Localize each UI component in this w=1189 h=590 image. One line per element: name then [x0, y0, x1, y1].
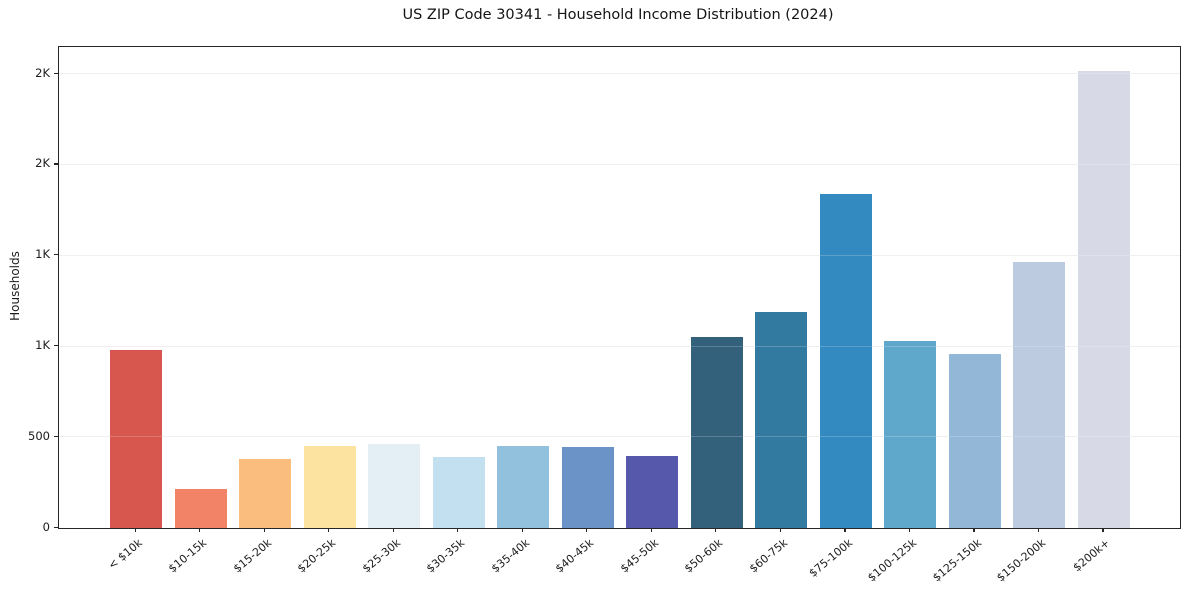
- x-tick-label: $40-45k: [553, 536, 597, 576]
- y-tick-label: 2K: [35, 156, 50, 171]
- y-tick-label: 500: [28, 428, 50, 443]
- x-tick-mark: [715, 528, 717, 532]
- plot-area: [58, 46, 1181, 529]
- gridline: [59, 254, 1180, 256]
- x-tick-label: $60-75k: [746, 536, 791, 576]
- x-tick-label: $45-50k: [617, 536, 661, 576]
- bar-10k: [110, 350, 162, 528]
- bar-200k: [1077, 70, 1130, 528]
- x-tick-label: $75-100k: [806, 536, 855, 580]
- bar-150200k: [1013, 262, 1066, 528]
- y-tick-label: 0: [42, 519, 50, 534]
- x-tick-label: $200k+: [1070, 536, 1113, 575]
- x-tick-label: $20-25k: [295, 536, 339, 576]
- x-tick-label: $10-15k: [166, 536, 210, 576]
- x-tick-mark: [199, 528, 201, 532]
- y-tick-mark: [54, 435, 58, 437]
- y-tick-label: 1K: [35, 337, 50, 352]
- bar-75100k: [819, 194, 872, 528]
- bar-125150k: [948, 353, 1001, 528]
- x-tick-label: < $10k: [105, 536, 145, 572]
- bar-100125k: [884, 341, 937, 528]
- x-tick-label: $100-125k: [865, 536, 920, 585]
- bar-3035k: [432, 457, 485, 528]
- bar-2530k: [368, 443, 421, 528]
- y-tick-mark: [54, 72, 58, 74]
- bar-4045k: [561, 447, 614, 528]
- x-tick-label: $125-150k: [929, 536, 984, 585]
- gridline: [59, 436, 1180, 438]
- bar-2025k: [303, 446, 356, 528]
- x-tick-mark: [650, 528, 652, 532]
- x-tick-mark: [973, 528, 975, 532]
- x-tick-mark: [392, 528, 394, 532]
- x-tick-mark: [263, 528, 265, 532]
- bar-5060k: [690, 336, 743, 528]
- bar-6075k: [755, 312, 808, 528]
- gridline: [59, 73, 1180, 75]
- y-tick-mark: [54, 254, 58, 256]
- x-tick-mark: [1102, 528, 1104, 532]
- y-tick-mark: [54, 344, 58, 347]
- chart-title: US ZIP Code 30341 - Household Income Dis…: [402, 7, 834, 23]
- x-tick-mark: [134, 528, 136, 532]
- x-tick-mark: [844, 528, 846, 532]
- gridline: [59, 163, 1180, 165]
- x-tick-mark: [457, 528, 459, 532]
- x-tick-mark: [908, 528, 911, 532]
- x-tick-mark: [1037, 528, 1040, 532]
- x-tick-label: $50-60k: [682, 536, 726, 576]
- x-tick-mark: [328, 528, 330, 532]
- y-tick-mark: [54, 163, 58, 165]
- x-tick-label: $25-30k: [359, 536, 403, 576]
- bar-1520k: [239, 459, 292, 528]
- gridline: [59, 345, 1180, 347]
- y-tick-label: 1K: [35, 247, 50, 262]
- bar-3540k: [497, 446, 550, 528]
- x-tick-label: $15-20k: [230, 536, 274, 576]
- y-tick-label: 2K: [35, 65, 50, 80]
- x-tick-label: $150-200k: [994, 536, 1049, 585]
- bar-1015k: [174, 488, 227, 528]
- bar-4550k: [626, 456, 679, 528]
- x-tick-mark: [521, 528, 523, 532]
- y-axis-label: Households: [8, 251, 22, 321]
- x-tick-mark: [779, 528, 781, 532]
- x-tick-label: $30-35k: [424, 536, 468, 576]
- x-tick-mark: [586, 528, 588, 532]
- y-tick-mark: [54, 526, 58, 528]
- x-tick-label: $35-40k: [488, 536, 532, 576]
